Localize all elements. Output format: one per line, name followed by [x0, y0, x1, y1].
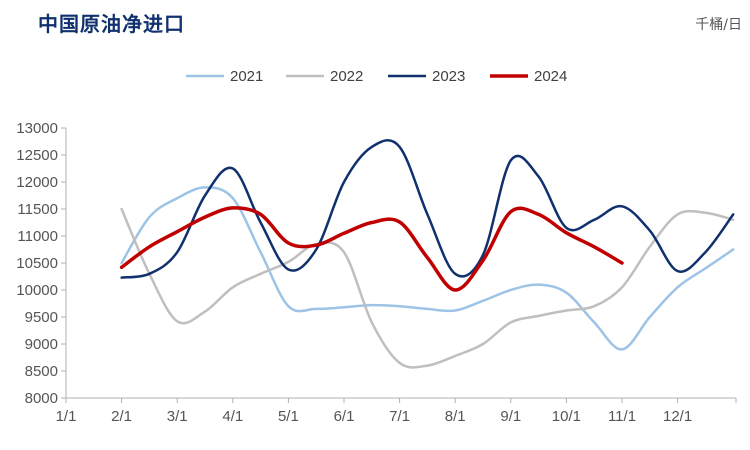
legend-label-2022: 2022 — [330, 68, 363, 85]
x-tick-label: 2/1 — [111, 408, 132, 425]
x-tick-label: 12/1 — [663, 408, 692, 425]
y-tick-label: 8000 — [25, 390, 58, 407]
legend-label-2023: 2023 — [432, 68, 465, 85]
x-tick-label: 10/1 — [552, 408, 581, 425]
unit-label: 千桶/日 — [695, 17, 742, 33]
x-tick-label: 9/1 — [500, 408, 521, 425]
x-tick-label: 4/1 — [222, 408, 243, 425]
x-tick-label: 1/1 — [56, 408, 77, 425]
x-tick-label: 8/1 — [445, 408, 466, 425]
y-tick-label: 10000 — [16, 282, 58, 299]
y-tick-label: 13000 — [16, 120, 58, 137]
series-line-2024 — [119, 206, 624, 292]
x-tick-label: 5/1 — [278, 408, 299, 425]
y-tick-label: 10500 — [16, 255, 58, 272]
series-line-2021 — [120, 186, 735, 351]
x-tick-label: 7/1 — [389, 408, 410, 425]
y-tick-label: 9000 — [25, 336, 58, 353]
x-tick-label: 6/1 — [334, 408, 355, 425]
legend-label-2021: 2021 — [230, 68, 263, 85]
x-tick-label: 11/1 — [608, 408, 636, 425]
y-tick-label: 12000 — [16, 174, 58, 191]
y-axis: 8000 8500 9000 9500 10000 10500 11000 11500 1200… — [16, 120, 67, 407]
series-line-2022 — [120, 207, 735, 369]
y-tick-label: 12500 — [16, 147, 58, 164]
chart-title: 中国原油净进口 — [38, 12, 185, 36]
legend-label-2024: 2024 — [534, 68, 567, 85]
y-tick-label: 9500 — [25, 309, 58, 326]
y-tick-label: 8500 — [25, 363, 58, 380]
legend: 2021 2022 2023 2024 — [186, 68, 567, 85]
series-line-2023 — [120, 139, 735, 279]
x-tick-label: 3/1 — [167, 408, 188, 425]
y-tick-label: 11000 — [17, 228, 58, 245]
y-tick-label: 11500 — [17, 201, 58, 218]
x-axis: 1/1 2/1 3/1 4/1 5/1 6/1 7/1 8/1 9/1 10/1 11/1 12/1 — [56, 397, 737, 425]
plot-area — [119, 139, 735, 369]
